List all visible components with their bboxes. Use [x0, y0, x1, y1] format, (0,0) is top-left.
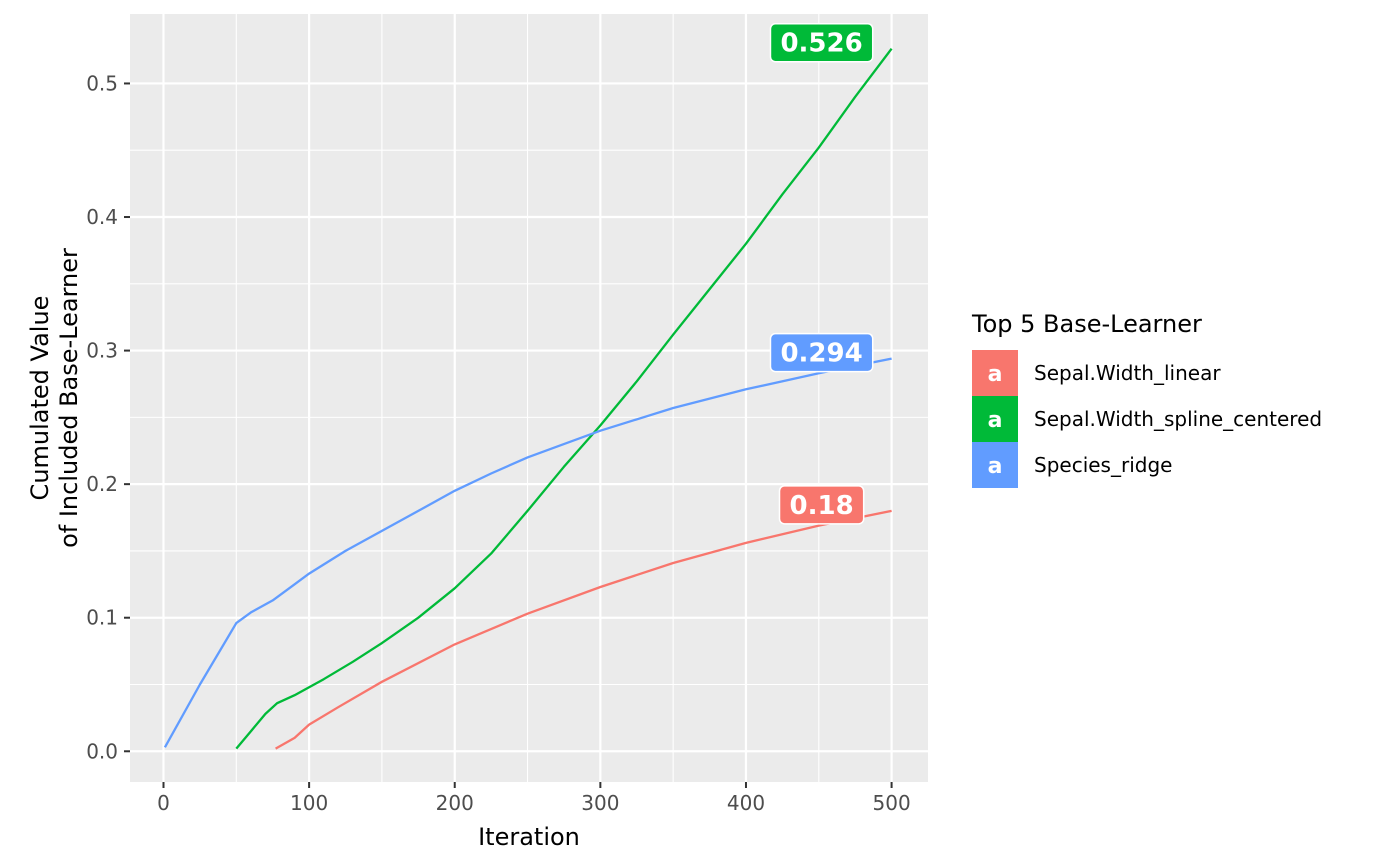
- legend-item-Sepal.Width_linear: a Sepal.Width_linear: [972, 350, 1221, 396]
- series-line-Species_ridge: [163, 357, 892, 748]
- legend-key-letter: a: [988, 454, 1003, 479]
- legend-key-letter: a: [988, 362, 1003, 387]
- y-tick-label: 0.5: [86, 71, 118, 95]
- end-label-value: 0.526: [780, 29, 862, 59]
- minor-grid: [130, 14, 928, 782]
- end-label-box: [778, 485, 865, 525]
- y-axis-title-line-1: Cumulated Value: [26, 296, 54, 501]
- major-grid: [130, 14, 928, 782]
- end-label-Sepal.Width_spline_centered: 0.526: [769, 22, 874, 63]
- legend-key: [972, 396, 1018, 442]
- y-axis-title-line-2: of Included Base-Learner: [55, 248, 83, 548]
- end-labels: 0.18 0.526 0.294: [769, 22, 874, 525]
- x-tick-label: 300: [581, 791, 619, 815]
- series-line-Sepal.Width_linear: [275, 509, 892, 750]
- y-tick-label: 0.0: [86, 739, 118, 763]
- y-axis-title: Cumulated Value of Included Base-Learner: [26, 248, 83, 548]
- end-label-Sepal.Width_linear: 0.18: [778, 485, 865, 525]
- x-tick-label: 200: [436, 791, 474, 815]
- legend-key: [972, 350, 1018, 396]
- y-tick-label: 0.2: [86, 472, 118, 496]
- legend-title: Top 5 Base-Learner: [971, 310, 1202, 338]
- legend-label: Species_ridge: [1034, 453, 1172, 477]
- y-tick-label: 0.4: [86, 205, 118, 229]
- x-axis: 0 100 200 300 400 500: [157, 782, 911, 815]
- y-tick-label: 0.3: [86, 339, 118, 363]
- series-lines: [163, 48, 893, 750]
- legend-key-letter: a: [988, 408, 1003, 433]
- series-line-Sepal.Width_spline_centered: [235, 48, 893, 750]
- x-tick-label: 400: [727, 791, 765, 815]
- legend-item-Sepal.Width_spline_centered: a Sepal.Width_spline_centered: [972, 396, 1322, 442]
- end-label-value: 0.294: [780, 339, 862, 369]
- plot-panel: [130, 14, 928, 782]
- legend-label: Sepal.Width_spline_centered: [1034, 407, 1322, 431]
- legend-key: [972, 442, 1018, 488]
- x-tick-label: 500: [873, 791, 911, 815]
- legend-item-Species_ridge: a Species_ridge: [972, 442, 1172, 488]
- end-label-box: [769, 22, 874, 63]
- x-axis-title: Iteration: [478, 823, 580, 851]
- end-label-Species_ridge: 0.294: [769, 332, 874, 373]
- end-label-value: 0.18: [790, 491, 854, 521]
- legend-label: Sepal.Width_linear: [1034, 361, 1221, 385]
- x-tick-label: 0: [157, 791, 170, 815]
- end-label-box: [769, 332, 874, 373]
- y-axis: 0.0 0.1 0.2 0.3 0.4 0.5: [86, 71, 130, 763]
- x-tick-label: 100: [290, 791, 328, 815]
- y-tick-label: 0.1: [86, 606, 118, 630]
